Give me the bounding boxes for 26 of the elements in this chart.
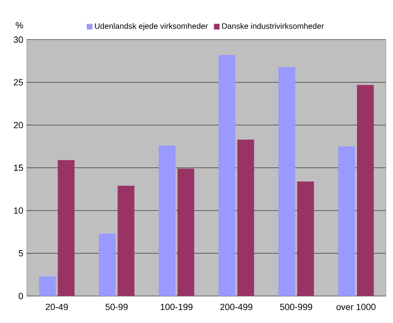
y-tick-label: 20 — [14, 122, 24, 128]
bar — [278, 67, 296, 296]
bar — [237, 140, 254, 296]
bar — [98, 234, 116, 296]
y-tick-label: 30 — [14, 36, 24, 43]
bar — [357, 84, 374, 296]
bar — [39, 276, 56, 296]
bar — [158, 146, 176, 296]
bar — [297, 182, 314, 296]
x-tick-label: 500-999 — [280, 304, 312, 310]
y-tick-label: 0 — [18, 292, 24, 300]
bar — [118, 186, 134, 296]
x-tick-label: 200-499 — [220, 304, 252, 310]
y-axis-title: % — [16, 22, 24, 28]
bar — [218, 55, 236, 296]
x-tick-label: 50-99 — [106, 304, 128, 310]
x-tick-label: over 1000 — [336, 304, 376, 310]
y-tick-label: 5 — [18, 250, 23, 256]
y-tick-label: 25 — [14, 79, 23, 86]
y-tick-label: 15 — [14, 164, 23, 171]
bar — [177, 168, 194, 296]
bar — [338, 146, 356, 296]
y-tick-label: 10 — [14, 207, 24, 214]
x-tick-label: 20-49 — [46, 304, 68, 310]
x-tick-label: 100-199 — [160, 304, 192, 310]
bar — [58, 160, 75, 296]
